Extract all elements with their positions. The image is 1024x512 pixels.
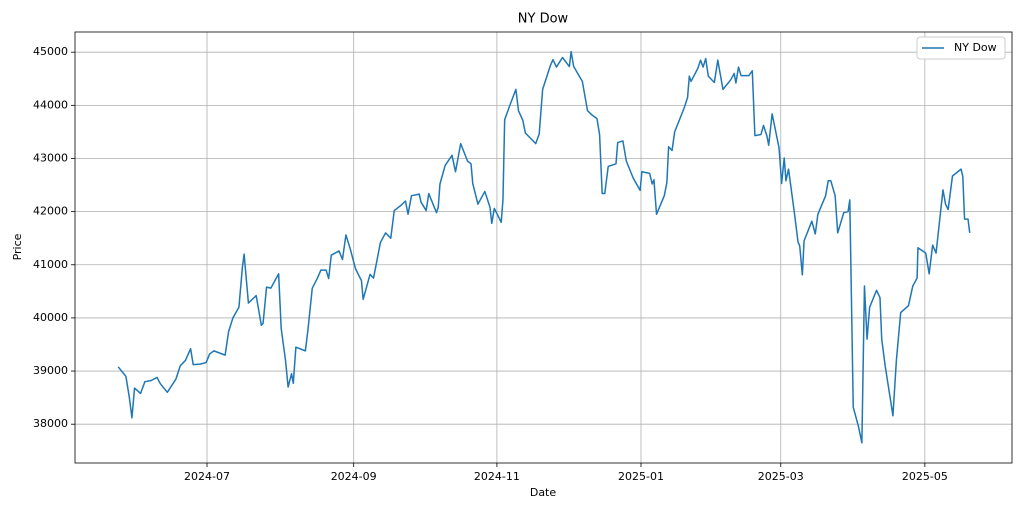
y-tick-label: 44000: [33, 98, 68, 111]
y-tick-label: 40000: [33, 311, 68, 324]
plot-frame: [74, 31, 1013, 464]
x-tick-label: 2024-07: [184, 470, 230, 483]
y-tick-label: 39000: [33, 364, 68, 377]
y-tick-label: 43000: [33, 151, 68, 164]
chart-title: NY Dow: [518, 12, 569, 27]
y-tick-label: 38000: [33, 417, 68, 430]
x-tick-label: 2025-01: [618, 470, 664, 483]
data-line: [117, 50, 971, 444]
x-tick-label: 2024-11: [474, 470, 520, 483]
y-axis-label: Price: [11, 233, 24, 260]
y-tick-label: 42000: [33, 205, 68, 218]
legend-label: NY Dow: [954, 41, 997, 54]
y-tick-label: 41000: [33, 258, 68, 271]
x-tick-label: 2025-03: [758, 470, 804, 483]
x-tick-label: 2025-05: [902, 470, 948, 483]
legend-box: [916, 36, 1006, 60]
x-axis-label: Date: [530, 486, 557, 499]
y-tick-label: 45000: [33, 45, 68, 58]
x-tick-label: 2024-09: [331, 470, 377, 483]
